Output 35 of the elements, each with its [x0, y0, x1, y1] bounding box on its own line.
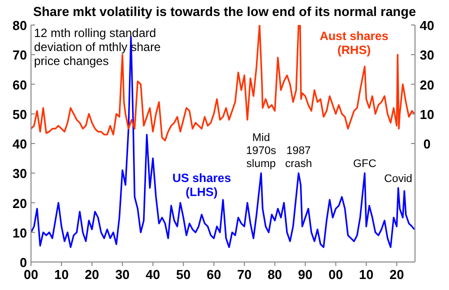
- x-tick-label: 60: [206, 267, 222, 282]
- y-tick-label: 30: [12, 166, 27, 182]
- y2-tick-label: 40: [420, 18, 434, 33]
- y-tick-label: 0: [20, 255, 27, 270]
- series-label: US shares (LHS): [172, 171, 232, 200]
- y-tick-label: 20: [12, 196, 27, 211]
- annotation: 1987 crash: [285, 145, 312, 170]
- series-label: Aust shares (RHS): [320, 28, 389, 57]
- annotation: GFC: [353, 158, 376, 170]
- y-tick-label: 40: [12, 136, 27, 152]
- y-tick-label: 10: [12, 225, 27, 240]
- y-tick-label: 50: [12, 106, 27, 122]
- x-tick-label: 20: [84, 267, 100, 282]
- x-tick-label: 90: [298, 267, 313, 282]
- x-tick-label: 00: [328, 267, 343, 282]
- y2-tick-label: 30: [420, 48, 434, 63]
- y-tick-label: 60: [12, 77, 27, 92]
- y-tick-label: 80: [12, 18, 27, 33]
- x-tick-label: 40: [146, 267, 160, 282]
- annotation: Covid: [384, 172, 412, 185]
- line-series: [31, 25, 415, 142]
- y2-tick-label: 20: [420, 77, 434, 92]
- x-tick-label: 20: [389, 267, 404, 282]
- chart-title: Share mkt volatility is towards the low end of its normal range: [33, 4, 416, 19]
- x-tick-label: 10: [359, 267, 374, 282]
- x-tick-label: 50: [176, 267, 191, 282]
- y2-tick-label: 0: [423, 136, 431, 152]
- annotation: Mid 1970s slump: [246, 132, 277, 170]
- y2-tick-label: 10: [420, 106, 434, 122]
- x-tick-label: 00: [24, 267, 38, 282]
- x-tick-label: 70: [237, 267, 252, 282]
- x-tick-label: 10: [54, 267, 69, 282]
- y-tick-label: 70: [12, 48, 27, 63]
- x-tick-label: 30: [115, 267, 130, 282]
- x-tick-label: 80: [268, 267, 282, 282]
